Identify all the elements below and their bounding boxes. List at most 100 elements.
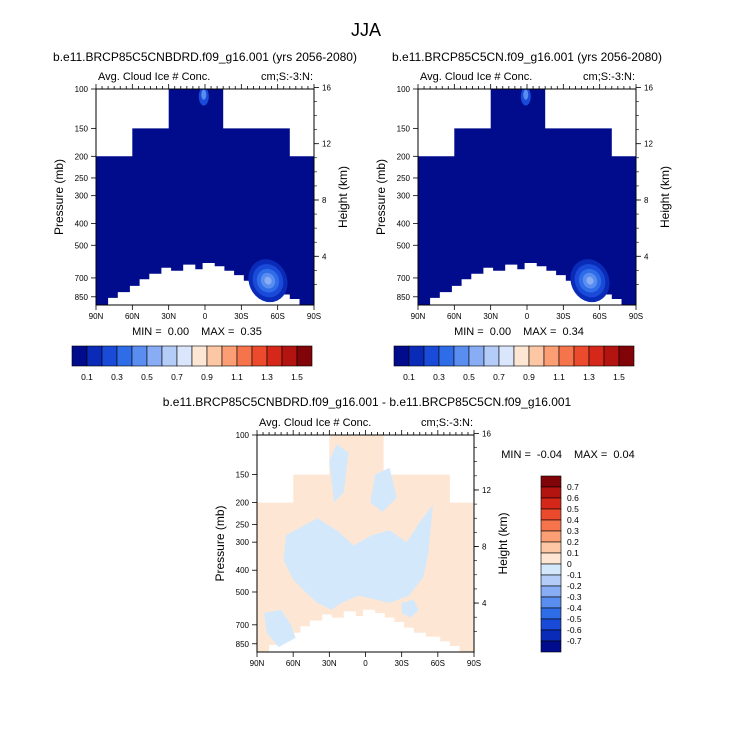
- colorbar-swatch: [540, 497, 562, 510]
- x-tick-label: 90S: [467, 659, 481, 668]
- units-label: cm;S:-3:N:: [261, 71, 313, 83]
- colorbar-label: 0.4: [567, 515, 579, 525]
- colorbar-swatch: [618, 345, 635, 367]
- panel-title-top-left: b.e11.BRCP85C5CNBDRD.f09_g16.001 (yrs 20…: [53, 50, 357, 64]
- y2-tick-label: 12: [482, 486, 491, 495]
- colorbar-label: -0.5: [567, 614, 582, 624]
- colorbar-label: 1.1: [553, 372, 565, 382]
- colorbar-swatch: [146, 345, 163, 367]
- colorbar-label: 0: [567, 559, 572, 569]
- colorbar-difference: 0.70.60.50.40.30.20.10-0.1-0.2-0.3-0.4-0…: [540, 475, 582, 653]
- colorbar-swatch: [393, 345, 410, 367]
- colorbar-swatch: [513, 345, 530, 367]
- y2-tick-label: 16: [644, 83, 653, 92]
- min-value: 0.00: [490, 326, 511, 338]
- y-tick-label: 300: [236, 538, 250, 547]
- y2-tick-label: 12: [644, 140, 653, 149]
- figure-title: JJA: [351, 20, 381, 40]
- x-tick-label: 90S: [629, 312, 643, 321]
- colorbar-swatch: [236, 345, 253, 367]
- colorbar-swatch: [540, 607, 562, 620]
- colorbar-label: 0.7: [493, 372, 505, 382]
- colorbar-label: -0.2: [567, 581, 582, 591]
- y-tick-label: 150: [236, 471, 250, 480]
- y-tick-label: 200: [75, 152, 89, 161]
- cloud-ice-field: [96, 89, 314, 305]
- colorbar-label: 0.5: [141, 372, 153, 382]
- x-tick-label: 60S: [271, 312, 285, 321]
- colorbar-swatch: [161, 345, 178, 367]
- colorbar-swatch: [540, 486, 562, 499]
- stats-line: MIN = -0.04 MAX = 0.04: [501, 449, 634, 461]
- colorbar-swatch: [176, 345, 193, 367]
- variable-label: Avg. Cloud Ice # Conc.: [98, 71, 210, 83]
- cloud-ice-field: [418, 89, 636, 305]
- y-tick-label: 150: [397, 124, 411, 133]
- colorbar-label: 0.3: [567, 526, 579, 536]
- colorbar-swatch: [540, 640, 562, 653]
- y-axis-title: Pressure (mb): [52, 159, 66, 235]
- x-tick-label: 30S: [556, 312, 570, 321]
- negative-difference-patch-2: [370, 467, 397, 512]
- colorbar-swatch: [540, 541, 562, 554]
- x-tick-label: 0: [525, 312, 530, 321]
- y-tick-label: 200: [397, 152, 411, 161]
- colorbar-top-left: 0.1 0.3 0.5 0.7 0.9 1.1 1.3 1.5: [71, 345, 313, 382]
- x-tick-label: 60N: [286, 659, 301, 668]
- x-tick-label: 90N: [250, 659, 265, 668]
- colorbar-label: 0.9: [201, 372, 213, 382]
- colorbar-swatch: [296, 345, 313, 367]
- y2-tick-label: 8: [644, 196, 649, 205]
- cloud-ice-maximum-upper-core: [523, 89, 529, 100]
- colorbar-swatch: [206, 345, 223, 367]
- colorbar-label: 0.5: [567, 504, 579, 514]
- colorbar-swatch: [483, 345, 500, 367]
- x-tick-label: 60S: [593, 312, 607, 321]
- colorbar-swatch: [540, 519, 562, 532]
- colorbar-swatch: [573, 345, 590, 367]
- units-label: cm;S:-3:N:: [421, 417, 473, 429]
- colorbar-swatch: [453, 345, 470, 367]
- colorbar-swatch: [540, 563, 562, 576]
- cloud-ice-maximum-ring-4: [264, 276, 272, 285]
- y2-axis-title: Height (km): [496, 512, 510, 574]
- colorbar-top-right: 0.1 0.3 0.5 0.7 0.9 1.1 1.3 1.5: [393, 345, 635, 382]
- y2-tick-label: 12: [322, 140, 331, 149]
- colorbar-swatch: [540, 475, 562, 488]
- y-tick-label: 200: [236, 499, 250, 508]
- x-tick-label: 60N: [125, 312, 140, 321]
- colorbar-label: 0.7: [567, 482, 579, 492]
- colorbar-swatch: [540, 530, 562, 543]
- colorbar-label: 0.1: [567, 548, 579, 558]
- max-value: 0.35: [240, 326, 261, 338]
- colorbar-label: -0.1: [567, 570, 582, 580]
- negative-difference-patch-1: [329, 444, 349, 503]
- x-tick-label: 60N: [447, 312, 462, 321]
- colorbar-swatch: [558, 345, 575, 367]
- colorbar-swatch: [540, 552, 562, 565]
- units-label: cm;S:-3:N:: [583, 71, 635, 83]
- y-tick-label: 100: [75, 85, 89, 94]
- plot-panel-difference: Avg. Cloud Ice # Conc. cm;S:-3:N: 90N 60N 30…: [213, 417, 635, 668]
- colorbar-label: 0.9: [523, 372, 535, 382]
- panel-title-top-right: b.e11.BRCP85C5CN.f09_g16.001 (yrs 2056-2…: [392, 50, 662, 64]
- colorbar-swatch: [101, 345, 118, 367]
- x-tick-label: 90N: [89, 312, 104, 321]
- y-tick-label: 700: [236, 621, 250, 630]
- x-tick-label: 0: [203, 312, 208, 321]
- colorbar-swatch: [423, 345, 440, 367]
- cloud-ice-maximum-ring-4: [586, 276, 594, 285]
- colorbar-label: 0.7: [171, 372, 183, 382]
- y-tick-label: 100: [397, 85, 411, 94]
- colorbar-swatch: [281, 345, 298, 367]
- y-tick-label: 700: [75, 274, 89, 283]
- min-value: 0.00: [168, 326, 189, 338]
- variable-label: Avg. Cloud Ice # Conc.: [259, 417, 371, 429]
- colorbar-label: -0.3: [567, 592, 582, 602]
- min-label: MIN =: [501, 449, 531, 461]
- y2-tick-label: 8: [482, 543, 487, 552]
- x-tick-label: 90N: [411, 312, 426, 321]
- y-tick-label: 250: [397, 174, 411, 183]
- x-tick-label: 30N: [161, 312, 176, 321]
- x-tick-label: 90S: [307, 312, 321, 321]
